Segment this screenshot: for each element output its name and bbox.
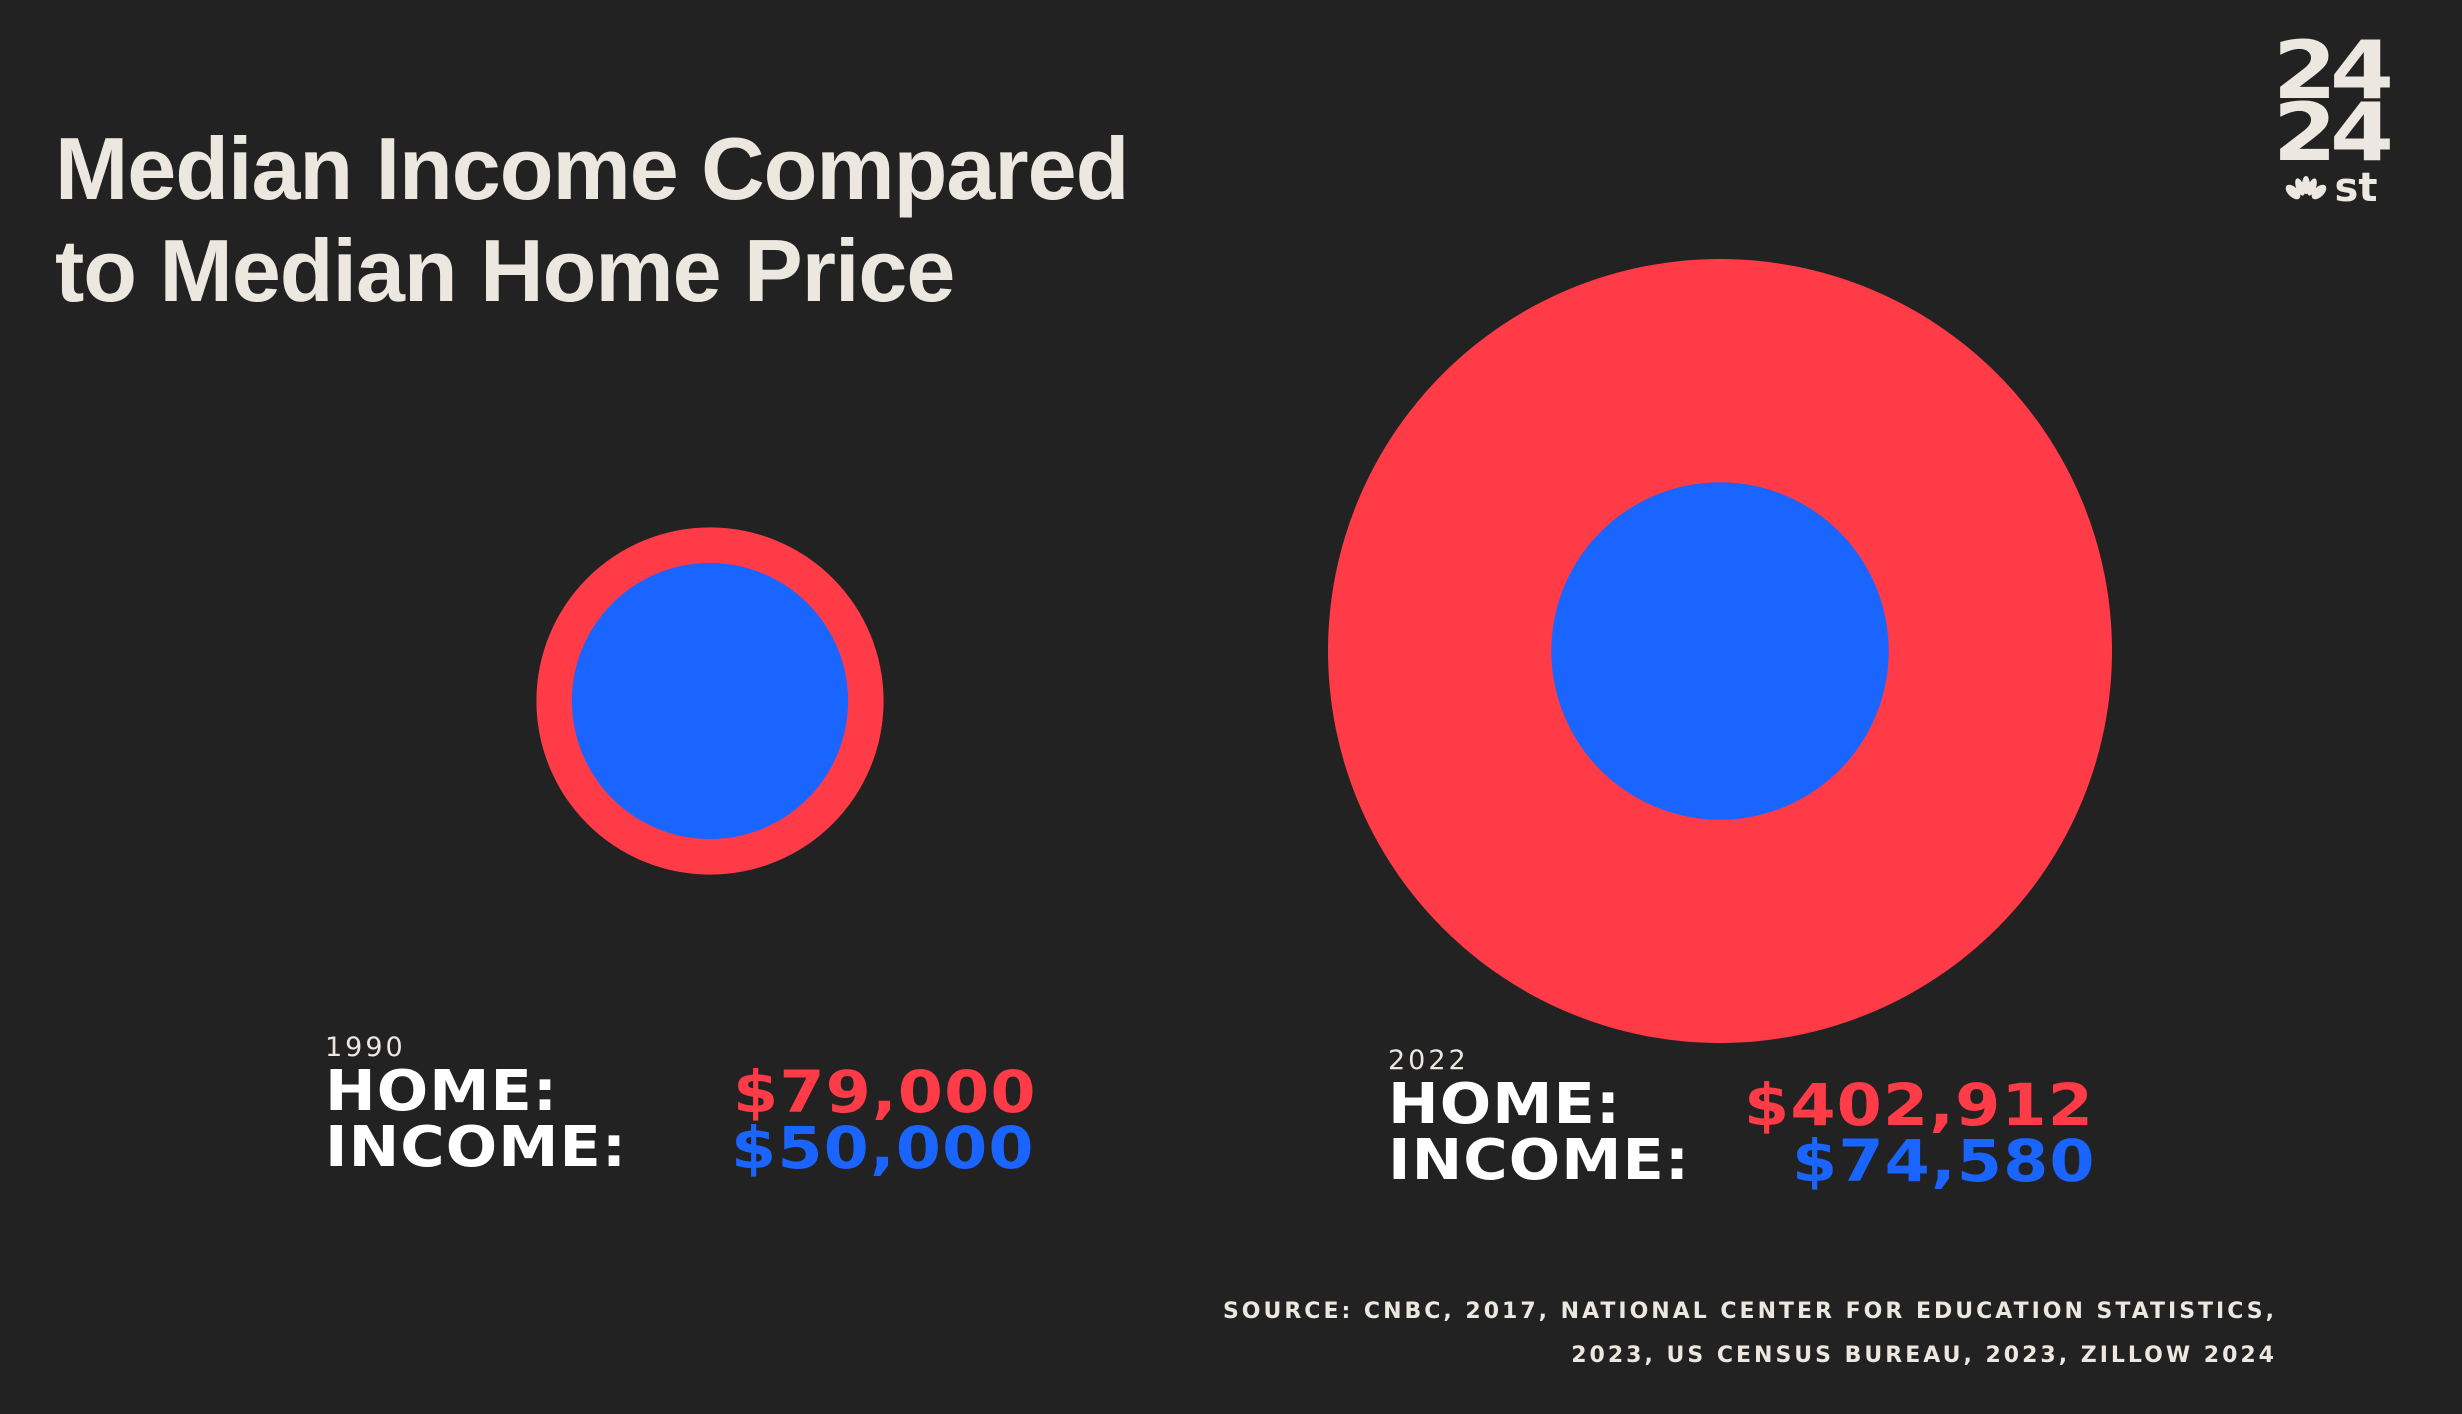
income-label-1990: INCOME: — [325, 1115, 628, 1180]
bubbles-2022 — [1328, 259, 2112, 1043]
logo-brand-text: st — [2334, 165, 2378, 211]
logo-number-line-1: 24 — [2272, 24, 2394, 117]
chart-title: Median Income Compared to Median Home Pr… — [55, 118, 1355, 322]
home-label-2022: HOME: — [1388, 1072, 1622, 1137]
income-row-1990: INCOME: $50,000 — [325, 1114, 1155, 1182]
chart-title-line-1: Median Income Compared — [55, 119, 1129, 218]
nbc-2424-logo: 24 24 st — [2230, 31, 2430, 209]
income-bubble-1990 — [571, 562, 849, 840]
year-label-2022: 2022 — [1388, 1045, 1469, 1076]
income-label-2022: INCOME: — [1388, 1128, 1691, 1193]
income-row-2022: INCOME: $74,580 — [1388, 1127, 2288, 1195]
legend-block-2022: 2022 HOME: $402,912 INCOME: $74,580 — [1388, 1046, 2288, 1196]
legend-block-1990: 1990 HOME: $79,000 INCOME: $50,000 — [325, 1033, 1155, 1183]
source-line-2: 2023, US CENSUS BUREAU, 2023, ZILLOW 202… — [1571, 1343, 2277, 1368]
year-label-1990: 1990 — [325, 1032, 406, 1063]
home-value-2022: $402,912 — [1744, 1071, 2095, 1139]
chart-title-line-2: to Median Home Price — [55, 221, 955, 320]
income-value-2022: $74,580 — [1792, 1127, 2096, 1195]
home-row-1990: HOME: $79,000 — [325, 1058, 1155, 1126]
income-bubble-2022 — [1551, 482, 1889, 820]
income-value-1990: $50,000 — [731, 1114, 1035, 1182]
logo-brand: st — [2230, 168, 2430, 208]
nbc-peacock-icon — [2285, 176, 2326, 200]
home-row-2022: HOME: $402,912 — [1388, 1071, 2288, 1139]
source-note: SOURCE: CNBC, 2017, NATIONAL CENTER FOR … — [1223, 1290, 2277, 1378]
bubbles-1990 — [536, 527, 884, 875]
source-line-1: SOURCE: CNBC, 2017, NATIONAL CENTER FOR … — [1222, 1299, 2277, 1324]
logo-number-line-2: 24 — [2272, 86, 2394, 179]
home-value-1990: $79,000 — [733, 1058, 1037, 1126]
home-label-1990: HOME: — [325, 1059, 559, 1124]
